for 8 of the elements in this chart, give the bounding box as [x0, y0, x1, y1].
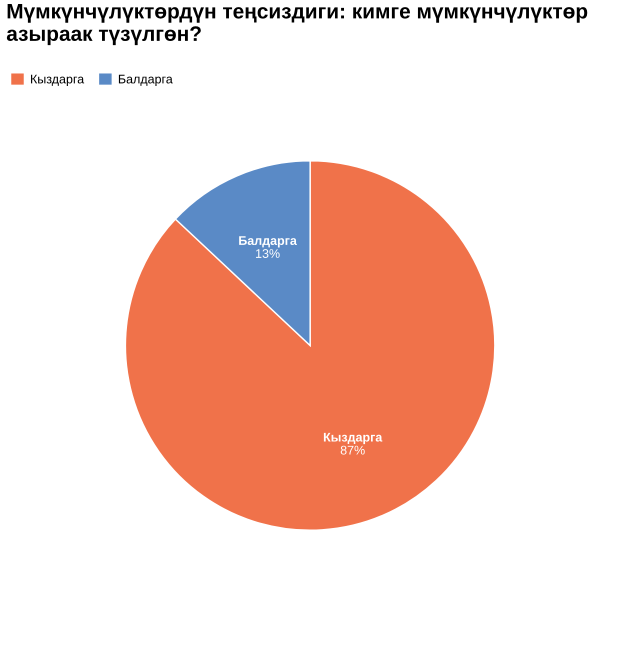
pie-slice — [124, 160, 496, 531]
chart-title: Мүмкүнчүлүктөрдүн теңсиздиги: кимге мүмкүнчүлүктөр азыраак түзүлгөн? — [6, 4, 588, 46]
data-label: 87% — [340, 446, 365, 455]
slice-label: Балдарга — [239, 236, 297, 248]
data-label: 13% — [256, 249, 280, 258]
slice-label: Кыздарга — [324, 432, 382, 444]
legend-label: Кыздарга — [31, 74, 84, 86]
legend-label: Балдарга — [118, 74, 173, 86]
